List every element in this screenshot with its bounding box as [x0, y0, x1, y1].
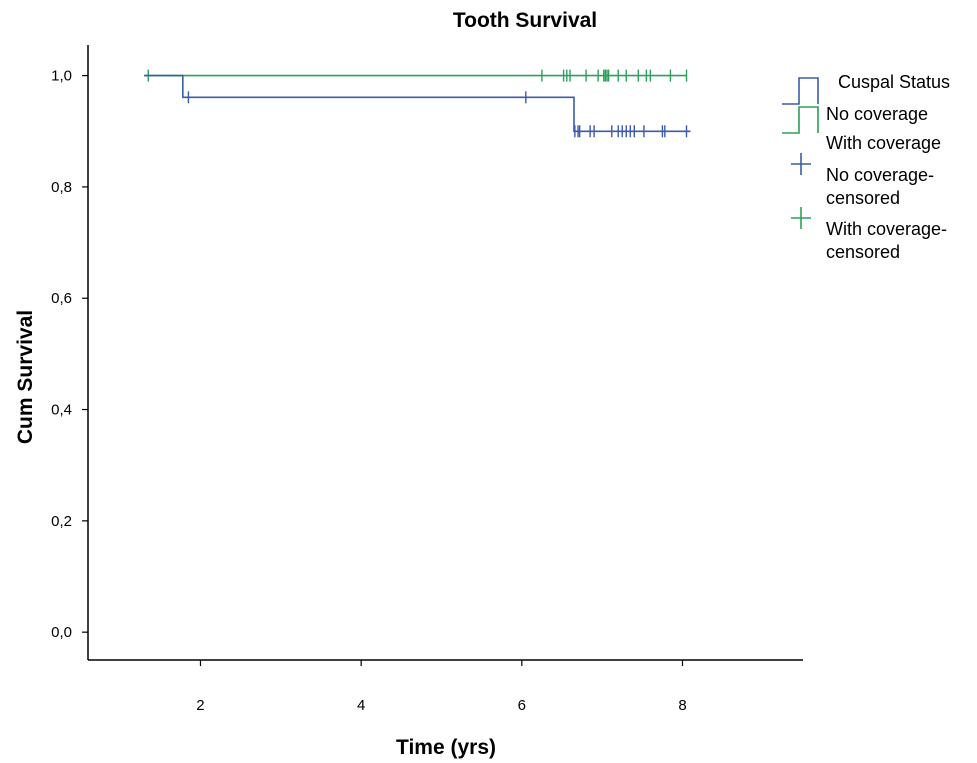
- legend: Cuspal Status No coverage With coverage No …: [782, 72, 950, 262]
- x-tick-label: 8: [678, 697, 686, 714]
- legend-swatch-no-coverage: [782, 77, 819, 105]
- x-tick-label: 2: [196, 697, 204, 714]
- legend-title: Cuspal Status: [838, 72, 950, 92]
- legend-item-label: No coverage: [826, 104, 928, 124]
- legend-item-label: No coverage-censored: [826, 165, 934, 208]
- y-tick-label: 0,0: [51, 624, 72, 641]
- x-tick-label: 6: [518, 697, 526, 714]
- plot-area: [144, 69, 691, 138]
- legend-item-label-line: No coverage-: [826, 165, 934, 185]
- y-tick-label: 1,0: [51, 68, 72, 85]
- y-axis-label: Cum Survival: [14, 310, 37, 444]
- axes: 0,0 0,2 0,4 0,6 0,8 1,0 2 4 6 8: [51, 45, 803, 714]
- legend-item-label-line: censored: [826, 242, 900, 262]
- y-tick-label: 0,8: [51, 179, 72, 196]
- y-tick-label: 0,2: [51, 513, 72, 530]
- x-tick-label: 4: [357, 697, 365, 714]
- legend-swatch-with-coverage: [782, 106, 819, 134]
- legend-item-label: With coverage-censored: [826, 219, 947, 262]
- y-tick-label: 0,6: [51, 290, 72, 307]
- y-tick-label: 0,4: [51, 402, 72, 419]
- chart-title: Tooth Survival: [453, 9, 597, 32]
- survival-curve-no-coverage: [144, 74, 691, 133]
- legend-item-label: With coverage: [826, 133, 941, 153]
- legend-item-label-line: censored: [826, 188, 900, 208]
- legend-item-label-line: With coverage-: [826, 219, 947, 239]
- x-axis-label: Time (yrs): [396, 736, 496, 759]
